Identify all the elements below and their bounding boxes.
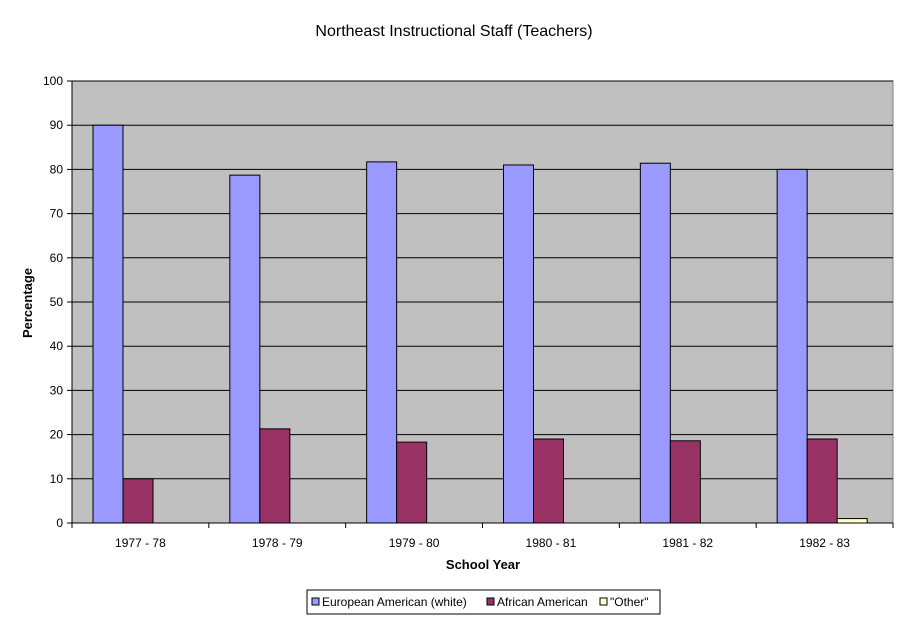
legend-label-1: European American (white) (322, 595, 467, 609)
x-tick-label: 1977 - 78 (115, 536, 166, 550)
x-tick-label: 1979 - 80 (389, 536, 440, 550)
y-tick-label: 100 (43, 74, 63, 88)
bar-3-6 (836, 518, 868, 524)
y-tick-label: 80 (50, 162, 64, 176)
bar-1-6 (776, 168, 808, 524)
bar-2-4 (533, 438, 564, 524)
legend: European American (white) African America… (306, 589, 661, 615)
x-tick-label: 1982 - 83 (799, 536, 850, 550)
y-tick-label: 50 (50, 295, 64, 309)
y-tick-label: 20 (50, 428, 64, 442)
bar-2-2 (259, 428, 291, 524)
legend-swatch-3 (599, 597, 608, 606)
chart-title: Northeast Instructional Staff (Teachers) (315, 23, 592, 40)
bar-2-3 (396, 441, 428, 524)
x-axis-label: School Year (446, 557, 520, 572)
y-tick-label: 10 (50, 472, 64, 486)
bar-2-6 (806, 438, 838, 524)
y-tick-label: 70 (50, 207, 64, 221)
bar-1-4 (503, 164, 534, 524)
bar-2-5 (669, 440, 701, 524)
x-tick-label: 1978 - 79 (252, 536, 303, 550)
y-axis-label: Percentage (20, 268, 35, 338)
bar-1-5 (639, 162, 671, 524)
y-tick-label: 40 (50, 339, 64, 353)
legend-label-2: African American (497, 595, 588, 609)
bar-2-1 (122, 478, 154, 524)
y-tick-label: 60 (50, 251, 64, 265)
x-tick-label: 1981 - 82 (662, 536, 713, 550)
legend-swatch-1 (311, 597, 320, 606)
plot-area: 0 10 20 30 40 50 60 70 80 90 100 1977 - 78 1978 - 79… (43, 74, 894, 550)
y-tick-label: 90 (50, 118, 64, 132)
y-tick-label: 30 (50, 383, 64, 397)
bar-1-2 (229, 174, 261, 524)
legend-label-3: "Other" (610, 595, 649, 609)
legend-swatch-2 (486, 597, 495, 606)
bar-1-3 (366, 161, 398, 524)
y-tick-label: 0 (56, 516, 63, 530)
bar-1-1 (92, 124, 124, 524)
x-tick-label: 1980 - 81 (526, 536, 577, 550)
